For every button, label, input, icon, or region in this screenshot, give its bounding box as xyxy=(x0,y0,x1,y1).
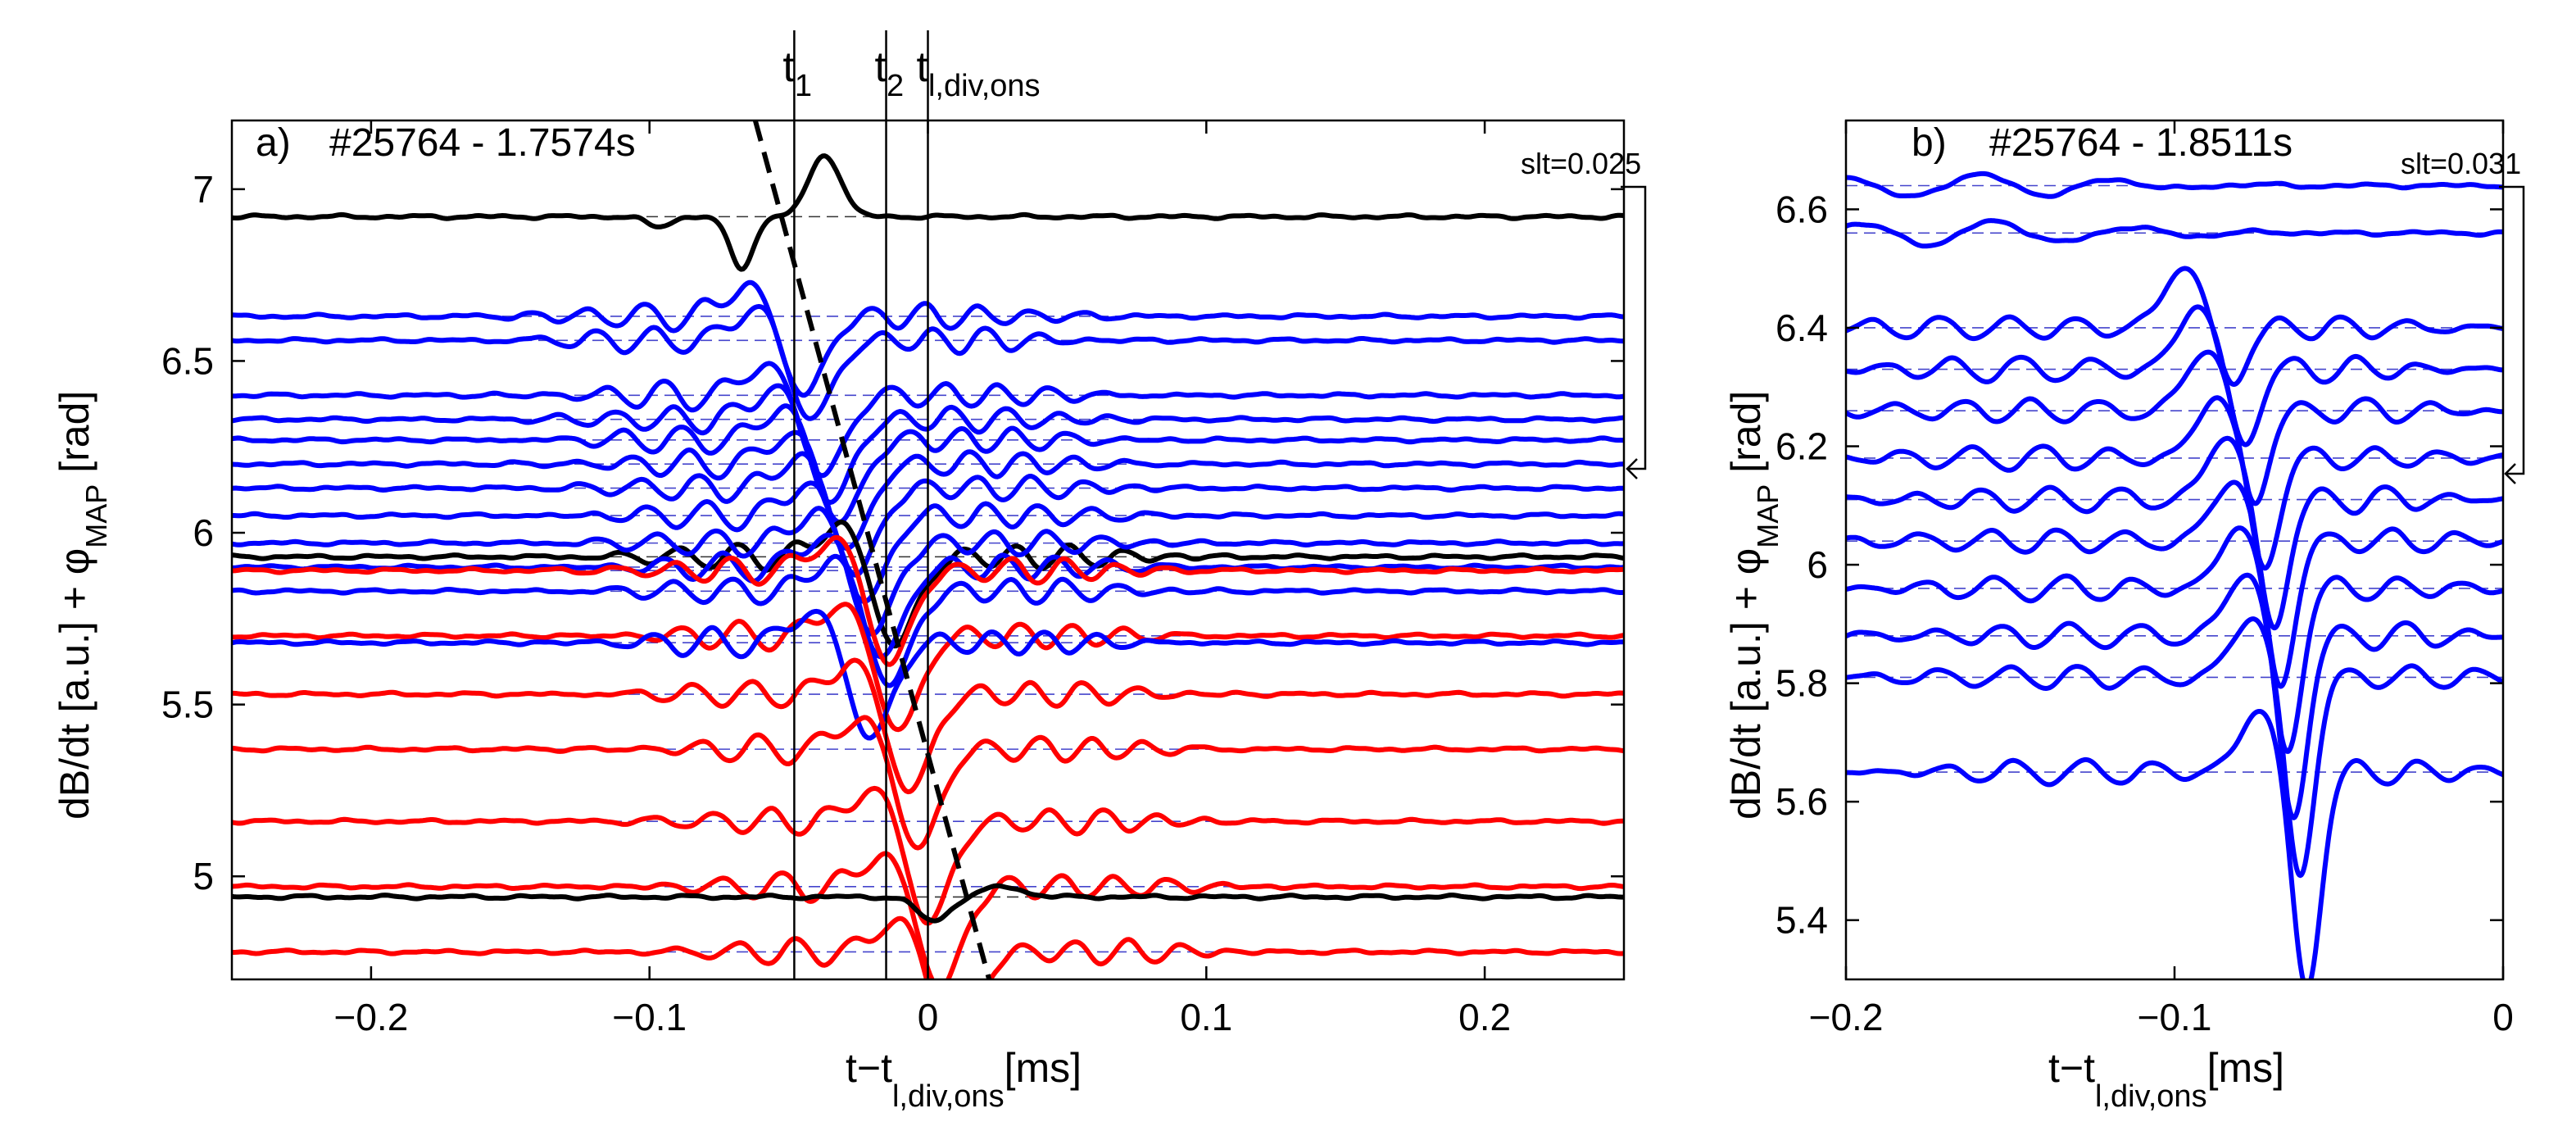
x-label-unit-a: [ms] xyxy=(1005,1045,1082,1091)
y-tick-label: 5.5 xyxy=(161,684,214,726)
x-tick-label: −0.1 xyxy=(612,996,687,1038)
trace-b-6 xyxy=(1846,435,2503,631)
vline-label-t1: t1 xyxy=(782,43,812,103)
trace-b-3 xyxy=(1846,304,2503,447)
trace-b-5 xyxy=(1846,395,2503,571)
x-axis-label-a: t−tl,div,ons[ms] xyxy=(846,1045,1082,1114)
y-tick-label: 5.8 xyxy=(1776,662,1828,705)
trace-b-4 xyxy=(1846,349,2503,506)
trace-b-2 xyxy=(1846,266,2503,387)
y-label-unit-a: [rad] xyxy=(52,391,98,473)
y-tick-label: 5 xyxy=(193,855,214,897)
y-label-unit-b: [rad] xyxy=(1723,391,1769,473)
y-tick-label: 7 xyxy=(193,168,214,211)
slt-label-b: slt=0.031 xyxy=(2401,147,2521,180)
trace-b-8 xyxy=(1846,525,2503,754)
x-tick-label: −0.2 xyxy=(333,996,408,1038)
vline-label-t2: t2 xyxy=(875,43,905,103)
x-label-sub-b: l,div,ons xyxy=(2095,1079,2207,1114)
slt-label-a: slt=0.025 xyxy=(1521,147,1641,180)
x-tick-label: 0.2 xyxy=(1458,996,1511,1038)
x-tick-label: 0 xyxy=(918,996,939,1038)
x-label-main-a: t−t xyxy=(846,1045,892,1091)
y-tick-label: 6.6 xyxy=(1776,188,1828,230)
slt-bracket-a xyxy=(1621,185,1647,470)
trace-b-10 xyxy=(1846,616,2503,879)
y-tick-label: 6 xyxy=(1807,543,1828,586)
x-tick-label: 0.1 xyxy=(1180,996,1232,1038)
trace-a-21 xyxy=(232,915,1624,979)
slt-bracket-b xyxy=(2499,185,2525,475)
panel-b: −0.2 −0.1 0 5.4 5.6 5.8 6 6.2 6.4 6.6 b) #25764 -… xyxy=(1723,119,2525,1114)
y-axis-label-b: dB/dt [a.u.] + φMAP [rad] xyxy=(1723,391,1785,820)
x-tick-label: −0.1 xyxy=(2138,996,2212,1038)
panel-a: −0.2 −0.1 0 0.1 0.255.566.57 t1 t2 tl,div,ons … xyxy=(52,30,1647,1114)
x-label-main-b: t−t xyxy=(2048,1045,2095,1091)
y-label-pre-a: dB/dt [a.u.] + xyxy=(52,575,98,820)
x-tick-label: −0.2 xyxy=(1809,996,1884,1038)
y-tick-label: 6.5 xyxy=(161,339,214,382)
trace-b-7 xyxy=(1846,479,2503,689)
y-label-sub-a: MAP xyxy=(79,484,113,548)
y-tick-label: 6 xyxy=(193,511,214,554)
axes-box-b xyxy=(1844,119,2505,981)
y-tick-label: 6.4 xyxy=(1776,307,1828,349)
slt-arrowhead-b xyxy=(2504,463,2516,484)
y-tick-label: 6.2 xyxy=(1776,425,1828,468)
panel-label-b: b) xyxy=(1912,121,1947,165)
x-tick-label: 0 xyxy=(2492,996,2514,1038)
x-label-unit-b: [ms] xyxy=(2207,1045,2284,1091)
trace-b-11 xyxy=(1846,709,2503,979)
y-label-sub-b: MAP xyxy=(1751,484,1785,548)
vline-label-tdiv: tl,div,ons xyxy=(917,43,1041,103)
y-axis-label-a: dB/dt [a.u.] + φMAP [rad] xyxy=(52,391,113,820)
chart-title-a: #25764 - 1.7574s xyxy=(329,121,636,165)
trace-b-1 xyxy=(1846,218,2503,249)
x-axis-label-b: t−tl,div,ons[ms] xyxy=(2048,1045,2284,1114)
y-tick-label: 5.6 xyxy=(1776,780,1828,823)
x-label-sub-a: l,div,ons xyxy=(892,1079,1005,1114)
y-label-phi-a: φ xyxy=(52,548,98,575)
trace-b-9 xyxy=(1846,572,2503,820)
y-label-pre-b: dB/dt [a.u.] + xyxy=(1723,575,1769,820)
y-tick-label: 5.4 xyxy=(1776,899,1828,942)
y-label-phi-b: φ xyxy=(1723,548,1769,575)
panel-label-a: a) xyxy=(256,121,291,165)
slt-arrowhead-a xyxy=(1626,458,1638,479)
chart-title-b: #25764 - 1.8511s xyxy=(1989,121,2293,165)
trace-b-0 xyxy=(1846,170,2503,199)
